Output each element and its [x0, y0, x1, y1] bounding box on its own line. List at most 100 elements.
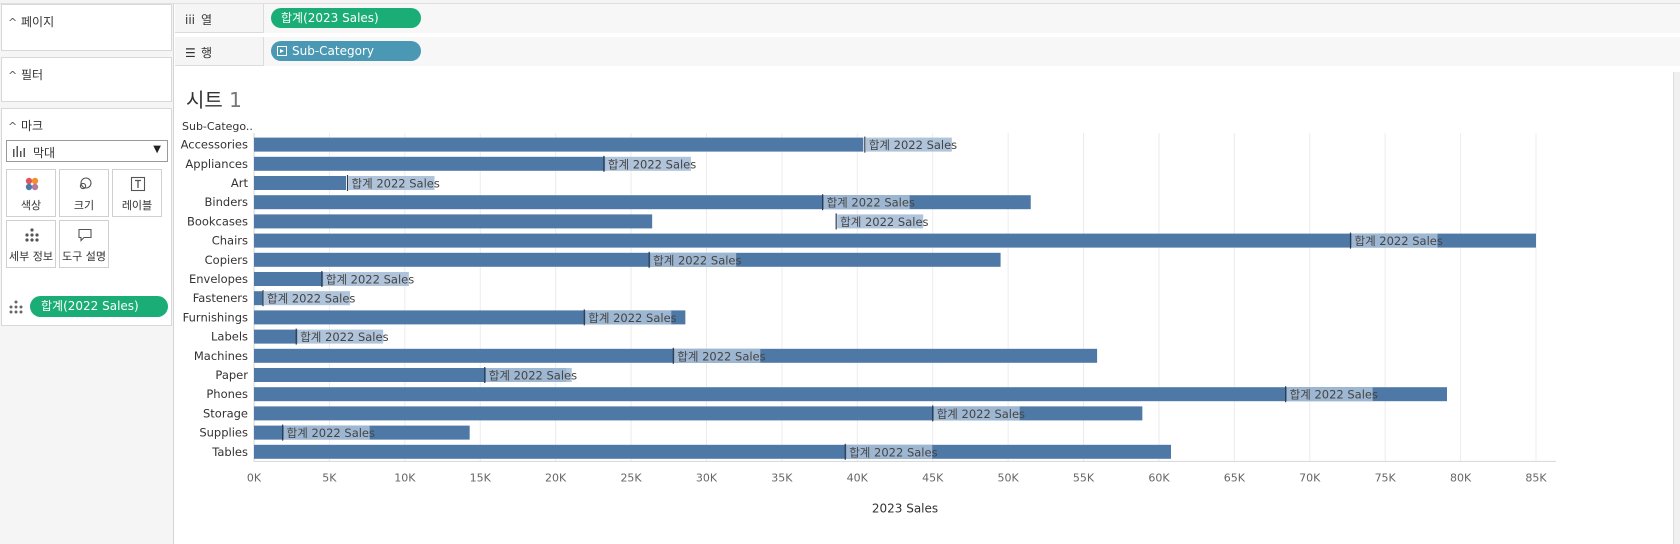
reference-label-background	[865, 137, 952, 152]
reference-label: 합계 2022 Sales	[1290, 388, 1378, 402]
detail-field-pill[interactable]: 합계(2022 Sales)	[30, 296, 168, 317]
x-tick-label: 25K	[620, 471, 642, 484]
rows-shelf-label: ☰ 행	[185, 44, 212, 61]
bar	[254, 329, 298, 344]
category-label: Paper	[215, 368, 248, 382]
bar	[254, 444, 1172, 459]
detail-button-label: 세부 정보	[9, 250, 53, 263]
reference-label-background	[604, 156, 691, 171]
x-tick-label: 30K	[696, 471, 718, 484]
size-icon	[79, 177, 92, 190]
reference-label: 합계 2022 Sales	[588, 311, 676, 325]
label-button[interactable]: 레이블	[112, 169, 162, 217]
reference-label: 합계 2022 Sales	[287, 426, 375, 440]
x-tick-label: 80K	[1450, 471, 1472, 484]
bar	[254, 252, 1001, 267]
filters-card-header[interactable]: ^ 필터	[8, 66, 43, 83]
tooltip-button[interactable]: 도구 설명	[59, 220, 109, 268]
reference-label: 합계 2022 Sales	[267, 292, 355, 306]
category-label: Bookcases	[187, 214, 248, 228]
category-label: Appliances	[185, 157, 248, 171]
marks-card-header[interactable]: ^ 마크	[8, 117, 43, 134]
reference-label: 합계 2022 Sales	[1354, 234, 1442, 248]
x-tick-label: 45K	[922, 471, 944, 484]
x-tick-label: 40K	[847, 471, 869, 484]
detail-button[interactable]: 세부 정보	[6, 220, 56, 268]
category-label: Art	[231, 176, 249, 190]
bar	[254, 310, 686, 325]
x-tick-label: 85K	[1525, 471, 1547, 484]
x-tick-label: 0K	[247, 471, 262, 484]
expand-icon	[277, 46, 287, 56]
columns-field-pill[interactable]: 합계(2023 Sales)	[271, 8, 421, 28]
bar	[254, 137, 864, 152]
tooltip-button-label: 도구 설명	[62, 250, 106, 263]
reference-label: 합계 2022 Sales	[352, 177, 440, 191]
worksheet: 시트 1 0K 5K 10K 15K 20K 25K 30K 35K 40K 45K 50K 55K 6…	[175, 72, 1680, 544]
detail-icon	[25, 228, 39, 242]
filters-card-title: 필터	[21, 68, 44, 82]
pages-card-header[interactable]: ^ 페이지	[8, 13, 54, 30]
columns-icon: iii	[185, 13, 196, 27]
marks-card: ^ 마크 막대 ▼ 색상 크기 레이블	[1, 108, 172, 326]
rows-shelf: ☰ 행 Sub-Category	[175, 37, 1680, 66]
category-label: Machines	[194, 349, 248, 363]
reference-label: 합계 2022 Sales	[326, 273, 414, 287]
x-tick-label: 5K	[322, 471, 337, 484]
reference-label-background	[674, 348, 761, 363]
shelf-divider	[263, 37, 264, 66]
bar	[254, 156, 606, 171]
bar-chart: 0K 5K 10K 15K 20K 25K 30K 35K 40K 45K 50K 55K 60K 65K…	[181, 120, 1556, 515]
category-label: Labels	[211, 330, 248, 344]
reference-label: 합계 2022 Sales	[677, 349, 765, 363]
reference-label-background	[297, 329, 384, 344]
x-tick-label: 20K	[545, 471, 567, 484]
top-toolbar-strip	[0, 0, 1680, 4]
rows-icon: ☰	[185, 46, 196, 60]
reference-label-background	[264, 291, 351, 306]
x-tick-label: 70K	[1299, 471, 1321, 484]
dropdown-arrow-icon: ▼	[153, 144, 161, 155]
reference-label-background	[1351, 233, 1438, 248]
category-label: Fasteners	[193, 291, 248, 305]
reference-label: 합계 2022 Sales	[937, 407, 1025, 421]
sheet-title-number: 1	[229, 88, 242, 112]
bar	[254, 387, 1448, 402]
reference-label: 합계 2022 Sales	[849, 445, 937, 459]
reference-label-background	[823, 195, 910, 210]
pages-card-title: 페이지	[21, 15, 55, 29]
sheet-title: 시트 1	[186, 84, 242, 113]
rows-field-pill[interactable]: Sub-Category	[271, 41, 421, 61]
label-icon	[130, 176, 146, 192]
reference-label: 합계 2022 Sales	[827, 196, 915, 210]
columns-drop-area[interactable]: 합계(2023 Sales)	[264, 4, 1680, 33]
color-button-label: 색상	[20, 199, 42, 212]
x-axis-title: 2023 Sales	[872, 501, 938, 515]
color-icon	[25, 177, 39, 191]
rows-field-label: Sub-Category	[292, 44, 374, 58]
chevron-up-icon: ^	[8, 16, 18, 29]
reference-label: 합계 2022 Sales	[840, 215, 928, 229]
vertical-scrollbar[interactable]	[1673, 72, 1680, 544]
category-label: Envelopes	[189, 272, 248, 286]
rows-drop-area[interactable]: Sub-Category	[264, 37, 1680, 66]
category-label: Storage	[203, 406, 248, 420]
reference-label-background	[348, 176, 435, 190]
category-label: Furnishings	[183, 310, 248, 324]
columns-shelf-label: iii 열	[185, 11, 212, 28]
shelf-divider	[263, 4, 264, 33]
filters-card: ^ 필터	[1, 57, 172, 102]
reference-label-background	[650, 252, 737, 267]
detail-icon	[9, 300, 23, 314]
size-button[interactable]: 크기	[59, 169, 109, 217]
row-header-title: Sub-Catego..	[182, 120, 253, 133]
reference-label-background	[846, 444, 933, 459]
x-tick-label: 75K	[1375, 471, 1397, 484]
bar	[254, 176, 347, 190]
reference-label-background	[322, 272, 409, 286]
x-tick-label: 10K	[394, 471, 416, 484]
color-button[interactable]: 색상	[6, 169, 56, 217]
mark-type-dropdown[interactable]: 막대 ▼	[6, 140, 168, 162]
bar-mark-icon	[13, 146, 25, 157]
reference-label: 합계 2022 Sales	[608, 157, 696, 171]
